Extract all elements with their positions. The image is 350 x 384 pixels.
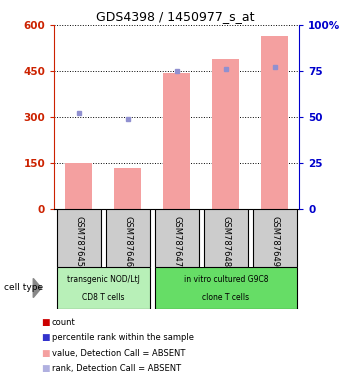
Bar — [57, 267, 150, 309]
Bar — [253, 209, 297, 267]
Text: ■: ■ — [41, 318, 50, 327]
Text: GSM787645: GSM787645 — [74, 216, 83, 267]
Text: ■: ■ — [41, 364, 50, 373]
Bar — [155, 267, 297, 309]
Text: cell type: cell type — [4, 283, 43, 293]
Text: GSM787646: GSM787646 — [123, 216, 132, 267]
Bar — [57, 209, 101, 267]
Bar — [261, 36, 288, 209]
Bar — [163, 73, 190, 209]
Bar — [106, 209, 150, 267]
Bar — [65, 163, 92, 209]
Text: ■: ■ — [41, 349, 50, 358]
Text: value, Detection Call = ABSENT: value, Detection Call = ABSENT — [52, 349, 185, 358]
Text: percentile rank within the sample: percentile rank within the sample — [52, 333, 194, 343]
Text: GSM787649: GSM787649 — [270, 216, 279, 267]
Text: rank, Detection Call = ABSENT: rank, Detection Call = ABSENT — [52, 364, 181, 373]
Text: transgenic NOD/LtJ: transgenic NOD/LtJ — [67, 275, 140, 284]
Text: ■: ■ — [41, 333, 50, 343]
Text: CD8 T cells: CD8 T cells — [82, 293, 125, 302]
Text: in vitro cultured G9C8: in vitro cultured G9C8 — [183, 275, 268, 284]
Bar — [212, 59, 239, 209]
Text: GSM787648: GSM787648 — [221, 216, 230, 267]
Text: count: count — [52, 318, 76, 327]
Polygon shape — [33, 278, 41, 298]
Bar — [114, 168, 141, 209]
Text: GSM787647: GSM787647 — [172, 216, 181, 267]
Bar — [155, 209, 199, 267]
Text: clone T cells: clone T cells — [202, 293, 249, 302]
Bar — [204, 209, 248, 267]
Text: GDS4398 / 1450977_s_at: GDS4398 / 1450977_s_at — [96, 10, 254, 23]
